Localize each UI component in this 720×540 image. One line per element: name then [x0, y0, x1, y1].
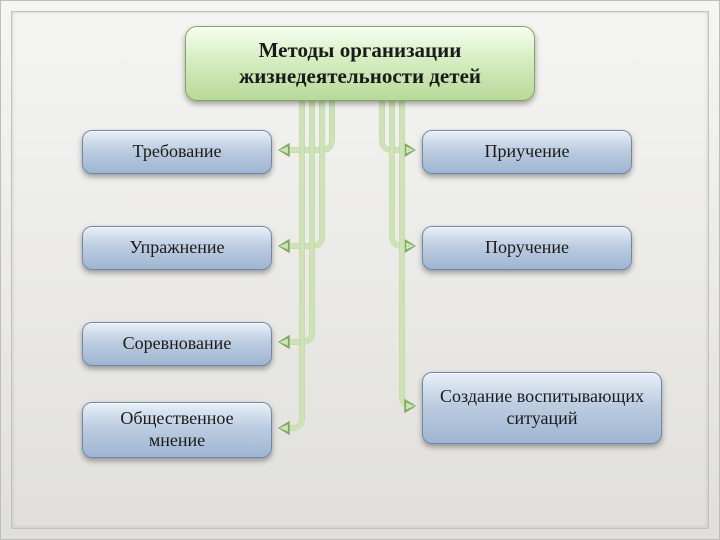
node-competition: Соревнование	[82, 322, 272, 366]
title-text: Методы организации жизнедеятельности дет…	[239, 38, 481, 88]
node-requirement: Требование	[82, 130, 272, 174]
node-label: Требование	[133, 141, 222, 163]
node-label: Создание воспитывающих ситуаций	[431, 386, 653, 429]
frame: Методы организации жизнедеятельности дет…	[11, 11, 709, 529]
node-label: Общественное мнение	[91, 408, 263, 451]
node-accustoming: Приучение	[422, 130, 632, 174]
node-assignment: Поручение	[422, 226, 632, 270]
title-box: Методы организации жизнедеятельности дет…	[185, 26, 535, 101]
node-label: Поручение	[485, 237, 569, 259]
node-label: Упражнение	[129, 237, 224, 259]
node-exercise: Упражнение	[82, 226, 272, 270]
slide: Методы организации жизнедеятельности дет…	[0, 0, 720, 540]
node-label: Приучение	[485, 141, 570, 163]
node-public-opinion: Общественное мнение	[82, 402, 272, 458]
node-situations: Создание воспитывающих ситуаций	[422, 372, 662, 444]
node-label: Соревнование	[123, 333, 232, 355]
